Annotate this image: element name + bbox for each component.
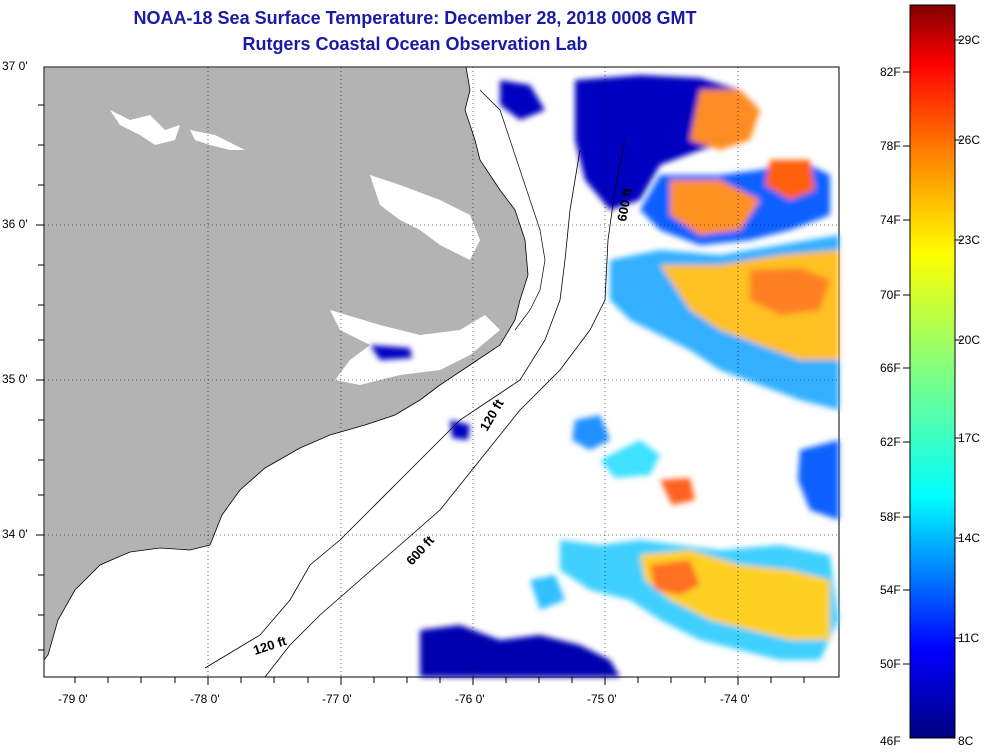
colorbar-ticks: [903, 39, 962, 665]
lon-label: -78 0': [190, 692, 220, 706]
bathymetry-contours: [204, 139, 626, 678]
lon-label: -79 0': [58, 692, 88, 706]
colorbar: [909, 4, 956, 739]
colorbar-f-label: 82F: [880, 65, 901, 79]
map-subtitle: Rutgers Coastal Ocean Observation Lab: [242, 34, 588, 54]
colorbar-c-label: 17C: [958, 431, 981, 445]
lat-label: 35 0': [2, 372, 28, 386]
colorbar-c-label: 14C: [958, 531, 981, 545]
colorbar-f-label: 50F: [880, 657, 901, 671]
lake-outline: [190, 130, 245, 150]
map-title: NOAA-18 Sea Surface Temperature: Decembe…: [133, 8, 697, 28]
coastline-outer-banks: [479, 89, 546, 331]
lon-label: -76 0': [455, 692, 485, 706]
colorbar-c-label: 8C: [958, 734, 974, 748]
lake-outline: [110, 110, 180, 145]
lat-label: 37 0': [2, 59, 28, 73]
colorbar-f-label: 66F: [880, 361, 901, 375]
colorbar-c-label: 11C: [958, 631, 980, 645]
map-grid: [44, 67, 839, 677]
lon-label: -77 0': [322, 692, 352, 706]
colorbar-f-label: 74F: [880, 213, 901, 227]
colorbar-f-label: 58F: [880, 510, 901, 524]
lat-label: 36 0': [2, 217, 28, 231]
colorbar-f-label: 70F: [880, 288, 901, 302]
colorbar-c-label: 29C: [958, 33, 981, 47]
colorbar-f-label: 54F: [880, 583, 901, 597]
axis-ticks: [36, 104, 805, 685]
colorbar-f-label: 62F: [880, 435, 901, 449]
sst-data: [370, 75, 839, 677]
colorbar-f-label: 46F: [880, 734, 901, 748]
colorbar-c-label: 26C: [958, 133, 981, 147]
colorbar-c-label: 20C: [958, 333, 981, 347]
lon-label: -75 0': [587, 692, 617, 706]
colorbar-c-label: 23C: [958, 233, 981, 247]
lon-label: -74 0': [720, 692, 750, 706]
contour-label: 600 ft: [614, 186, 635, 223]
colorbar-f-label: 78F: [880, 139, 901, 153]
albemarle-sound: [370, 175, 480, 260]
lat-label: 34 0': [2, 527, 28, 541]
pamlico-sound: [330, 310, 500, 385]
